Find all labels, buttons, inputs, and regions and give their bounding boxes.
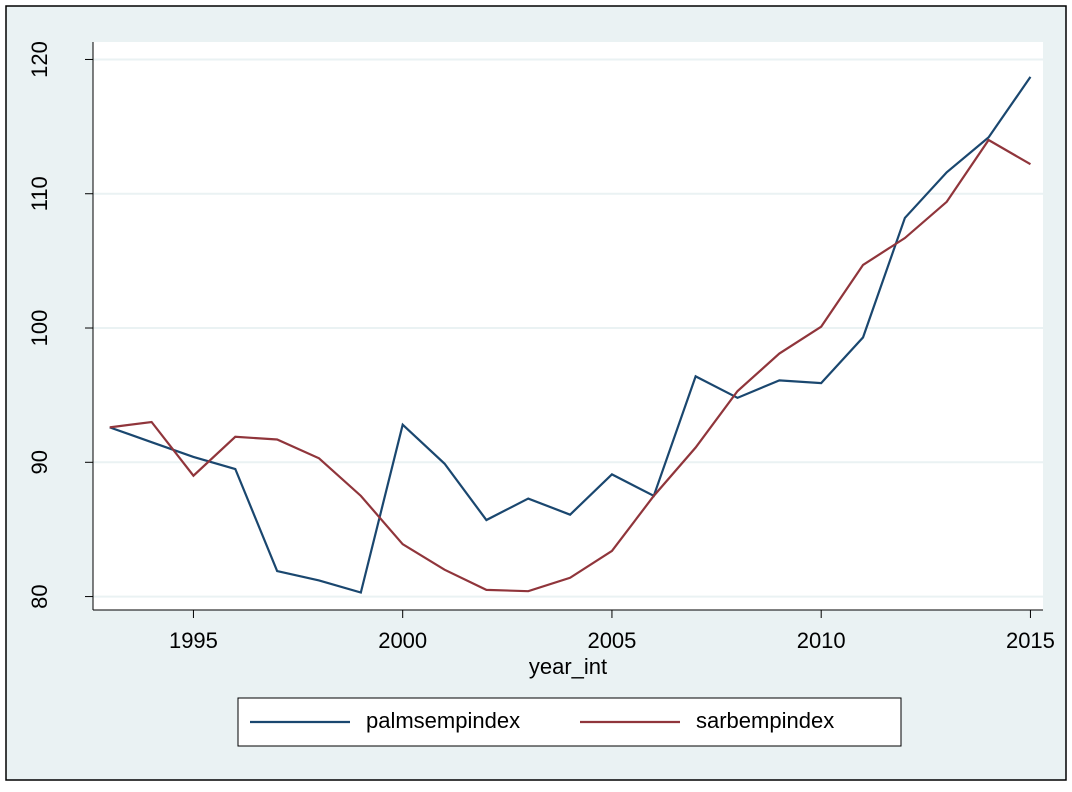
x-tick-label: 2015 [1006,628,1055,653]
y-tick-label: 110 [27,176,52,211]
x-tick-label: 2000 [378,628,427,653]
legend-label: palmsempindex [366,708,520,733]
y-tick-label: 100 [27,310,52,347]
x-tick-label: 2010 [797,628,846,653]
y-tick-label: 120 [27,41,52,78]
x-axis-title: year_int [529,654,607,679]
y-tick-label: 90 [27,450,52,474]
x-tick-label: 1995 [169,628,218,653]
data-line [109,76,1032,594]
plot-area [93,42,1043,610]
x-tick-label: 2005 [587,628,636,653]
data-line [109,138,1031,593]
legend-label: sarbempindex [696,708,834,733]
y-tick-label: 80 [27,584,52,608]
